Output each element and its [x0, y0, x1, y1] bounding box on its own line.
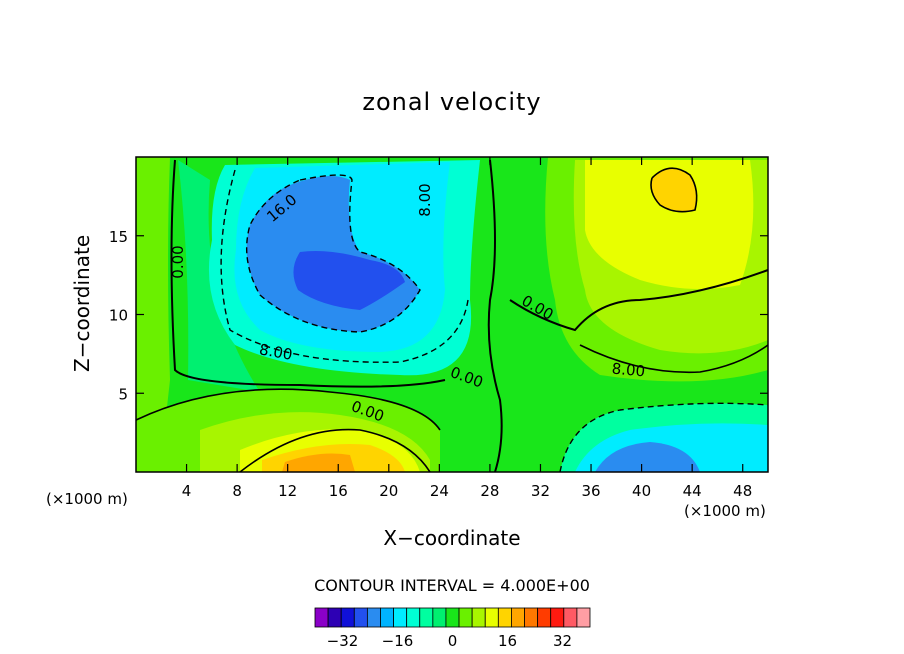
contour-line-minus-16: [245, 174, 421, 333]
colorbar-swatch: [550, 607, 565, 628]
field-region-lower-max: [282, 453, 355, 472]
colorbar-swatch: [314, 607, 329, 628]
contour-label: 8.00: [611, 360, 646, 381]
y-axis-unit: (×1000 m): [46, 490, 128, 508]
contour-line-minus-8-lower-right: [559, 402, 768, 472]
colorbar-swatch: [327, 607, 342, 628]
x-axis: 4 8 12 16 20 24 28 32 36 40 44 48: [182, 157, 752, 500]
colorbar-tick-label: −32: [327, 632, 359, 650]
x-tick-label: 28: [480, 482, 499, 500]
contour-label: 0.00: [169, 245, 187, 278]
y-axis: 5 10 15: [109, 228, 768, 403]
colorbar-swatch: [340, 607, 355, 628]
colorbar-swatch: [484, 607, 499, 628]
colorbar: −32 −16 0 16 32: [314, 607, 591, 650]
contour-interval-text: CONTOUR INTERVAL = 4.000E+00: [314, 576, 590, 595]
field-region-lower-right-blue: [595, 442, 700, 472]
colorbar-swatch: [497, 607, 512, 628]
colorbar-swatch: [511, 607, 525, 628]
field-region-left-strip: [136, 157, 170, 472]
y-tick-label: 5: [118, 385, 128, 403]
colorbar-swatch: [353, 607, 368, 628]
colorbar-swatch: [524, 607, 539, 628]
colorbar-swatch: [537, 607, 552, 628]
y-tick-label: 15: [109, 228, 128, 246]
colorbar-swatch: [445, 607, 460, 628]
y-tick-label: 10: [109, 307, 128, 325]
contour-line-zero-right: [509, 269, 768, 332]
colorbar-swatch: [366, 607, 381, 628]
x-tick-label: 20: [379, 482, 398, 500]
field-region-right-yellow: [585, 160, 754, 289]
contour-line-max-right: [650, 167, 698, 213]
colorbar-tick-label: 0: [448, 632, 458, 650]
field-region-left-band: [178, 160, 260, 392]
colorbar-tick-label: −16: [382, 632, 414, 650]
colorbar-swatch: [576, 607, 591, 628]
x-tick-label: 16: [329, 482, 348, 500]
field-region-orange-max: [651, 168, 697, 212]
x-tick-label: 32: [531, 482, 550, 500]
x-tick-label: 36: [581, 482, 600, 500]
x-tick-label: 24: [430, 482, 449, 500]
colorbar-swatch: [432, 607, 447, 628]
x-axis-unit: (×1000 m): [684, 502, 766, 520]
contour-line-zero-center: [487, 159, 503, 472]
contour-line-8-lower: [136, 388, 441, 431]
contour-line-max-lower: [239, 428, 431, 472]
x-axis-label: X−coordinate: [383, 526, 521, 550]
colorbar-swatch: [471, 607, 486, 628]
contour-field: [136, 157, 768, 472]
x-tick-label: 4: [182, 482, 192, 500]
colorbar-tick-label: 16: [498, 632, 517, 650]
colorbar-swatch: [406, 607, 421, 628]
colorbar-tick-label: 32: [553, 632, 572, 650]
contour-label: 8.00: [258, 340, 294, 364]
colorbar-swatch: [419, 607, 434, 628]
x-tick-label: 8: [232, 482, 242, 500]
contour-line-8-right: [579, 344, 768, 374]
colorbar-swatch: [393, 607, 408, 628]
contour-line-minus-8: [220, 169, 469, 363]
x-tick-label: 44: [683, 482, 702, 500]
colorbar-swatch: [380, 607, 394, 628]
x-tick-label: 12: [278, 482, 297, 500]
field-region-blue-core: [293, 251, 405, 310]
x-tick-label: 48: [733, 482, 752, 500]
colorbar-swatch: [458, 607, 473, 628]
x-tick-label: 40: [632, 482, 651, 500]
contour-label: 8.00: [416, 183, 434, 216]
contour-line-zero-left: [170, 159, 446, 388]
contour-lines: [136, 159, 768, 472]
colorbar-swatch: [563, 607, 578, 628]
chart-title: zonal velocity: [362, 88, 542, 116]
